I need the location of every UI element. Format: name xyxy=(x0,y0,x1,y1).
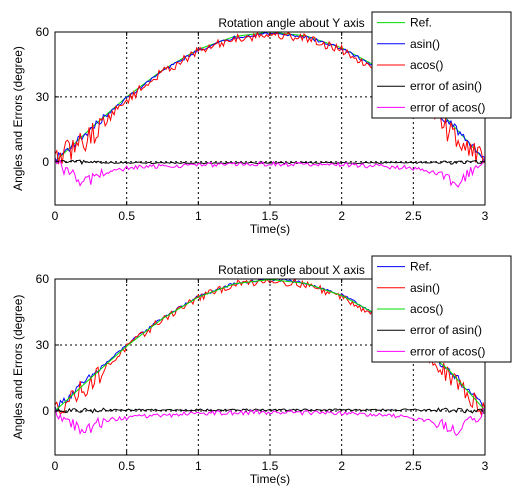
y-tick-label: 30 xyxy=(36,338,50,352)
x-axis-label: Time(s) xyxy=(250,472,290,486)
x-tick-label: 2.5 xyxy=(405,459,422,473)
y-axis-label: Angles and Errors (degree) xyxy=(11,295,25,440)
x-tick-label: 1 xyxy=(195,209,202,223)
legend-label: Ref. xyxy=(410,16,432,30)
series-line-error-of-asin- xyxy=(55,158,485,166)
legend-label: error of asin() xyxy=(410,323,482,337)
legend-label: error of acos() xyxy=(410,344,485,358)
series-line-error-of-acos- xyxy=(55,155,485,188)
x-tick-label: 2 xyxy=(338,459,345,473)
x-tick-label: 1.5 xyxy=(262,209,279,223)
x-tick-label: 0.5 xyxy=(118,209,135,223)
legend-label: asin() xyxy=(410,281,440,295)
x-axis-label: Time(s) xyxy=(250,222,290,236)
x-tick-label: 0 xyxy=(52,209,59,223)
y-axis-label: Angles and Errors (degree) xyxy=(11,46,25,191)
x-tick-label: 2.5 xyxy=(405,209,422,223)
x-tick-label: 3 xyxy=(482,459,489,473)
y-tick-label: 60 xyxy=(36,25,50,39)
chart-title: Rotation angle about X axis xyxy=(218,263,365,277)
legend-label: error of asin() xyxy=(410,79,482,93)
legend: Ref. asin() acos() error of asin() error of … xyxy=(371,11,512,119)
chart-title: Rotation angle about Y axis xyxy=(218,16,364,30)
legend: Ref. asin() acos() error of asin() error of … xyxy=(371,255,512,363)
legend-label: asin() xyxy=(410,37,440,51)
y-tick-label: 60 xyxy=(36,272,50,286)
x-tick-label: 0.5 xyxy=(118,459,135,473)
legend-label: error of acos() xyxy=(410,100,485,114)
x-tick-label: 1 xyxy=(195,459,202,473)
x-tick-label: 0 xyxy=(52,459,59,473)
legend-label: Ref. xyxy=(410,260,432,274)
y-tick-label: 30 xyxy=(36,90,50,104)
x-tick-label: 1.5 xyxy=(262,459,279,473)
x-tick-label: 2 xyxy=(338,209,345,223)
legend-label: acos() xyxy=(410,302,443,316)
legend-label: acos() xyxy=(410,58,443,72)
x-tick-label: 3 xyxy=(482,209,489,223)
series-line-error-of-asin- xyxy=(55,407,485,414)
series-line-error-of-acos- xyxy=(55,407,485,437)
y-tick-label: 0 xyxy=(42,404,49,418)
y-tick-label: 0 xyxy=(42,155,49,169)
